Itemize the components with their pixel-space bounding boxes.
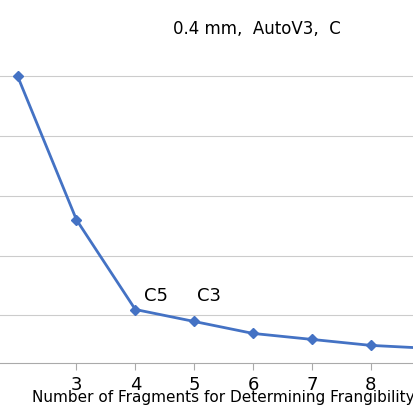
Text: Number of Fragments for Determining Frangibility: Number of Fragments for Determining Fran… xyxy=(32,389,413,404)
Text: C3: C3 xyxy=(197,286,221,304)
Text: 0.4 mm,  AutoV3,  C: 0.4 mm, AutoV3, C xyxy=(172,20,340,38)
Text: C5: C5 xyxy=(144,286,168,304)
